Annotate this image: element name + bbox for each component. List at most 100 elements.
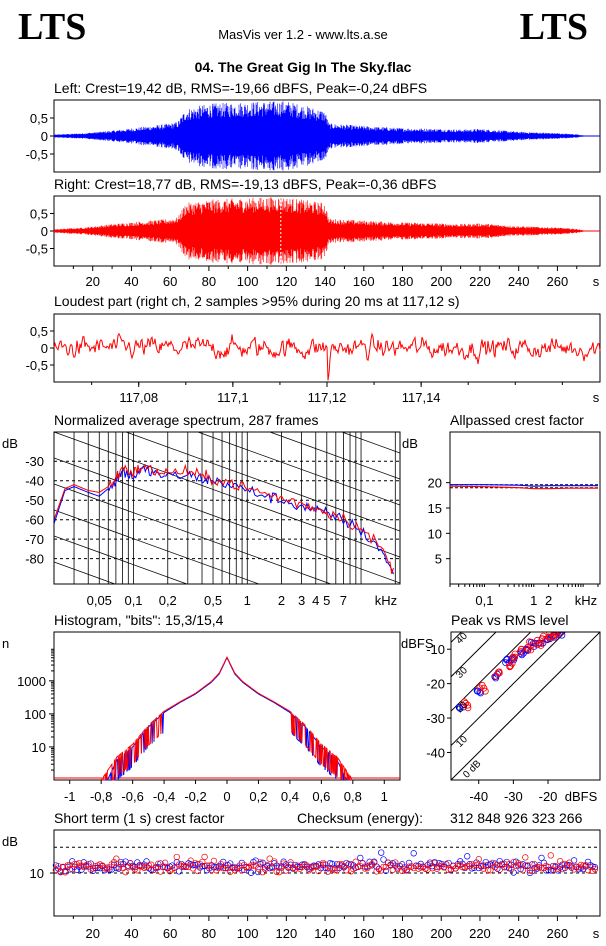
crest-point-left	[510, 869, 517, 876]
crest-point-right	[556, 858, 564, 865]
right-ytick-label: 0	[41, 224, 48, 239]
crest-ytick-label: 10	[30, 866, 44, 881]
peak-rms-point-right	[511, 653, 519, 661]
crest-point-left	[357, 854, 364, 862]
crest-point-right	[273, 868, 280, 875]
spectrum-xtick-label: 4	[312, 593, 319, 608]
crest-point-right	[584, 866, 592, 874]
crest-point-right	[566, 859, 573, 866]
peak-rms-point-right	[527, 642, 535, 650]
crest-point-right	[266, 855, 273, 862]
crest-point-right	[470, 862, 478, 869]
histogram-xtick-label: 0	[223, 789, 230, 804]
crest-point-right	[238, 867, 245, 874]
allpass-ytick-label: 5	[435, 552, 442, 567]
peak-rms-diagonal-label: 0 dB	[461, 758, 484, 781]
crest-point-right	[254, 865, 262, 872]
histogram-ylabel: n	[2, 636, 9, 651]
crest-point-right	[424, 866, 431, 873]
checksum-label: Checksum (energy):	[297, 810, 424, 826]
peak-rms-diagonal-label: 10	[454, 734, 470, 750]
spectrum-xtick-label: 3	[298, 593, 305, 608]
histogram-title: Histogram, "bits": 15,3/15,4	[54, 612, 224, 628]
loudest-xtick-label: 117,08	[119, 390, 158, 405]
right-xtick-label: 200	[430, 274, 452, 289]
crest-point-right	[194, 867, 201, 875]
histogram-ytick-label: 10	[32, 740, 46, 755]
crest-xtick-label: 80	[202, 926, 216, 941]
crest-point-left	[319, 861, 327, 868]
spectrum-frame	[53, 431, 401, 585]
peak-rms-point-right	[557, 632, 564, 636]
peak-rms-diagonal	[451, 632, 463, 643]
crest-point-right	[62, 869, 69, 876]
spectrum-slope-line	[54, 302, 400, 427]
allpass-frame	[449, 431, 601, 585]
peak-rms-point-right	[506, 663, 514, 671]
crest-point-right	[275, 868, 283, 876]
allpass-series-left	[450, 484, 598, 487]
spectrum-xtick-label: 2	[278, 593, 285, 608]
crest-point-right	[299, 863, 306, 871]
peak-rms-ylabel: dBFS	[401, 636, 434, 651]
allpass-ytick-label: 10	[428, 526, 442, 541]
crest-xtick-label: s	[593, 926, 600, 941]
peak-rms-point-left	[460, 703, 468, 711]
allpass-series-right	[449, 485, 598, 490]
histogram-xtick-label: -0,2	[184, 789, 206, 804]
histogram-xtick-label: 0,2	[249, 789, 267, 804]
crest-point-right	[405, 863, 413, 870]
peak-rms-point-left	[455, 704, 463, 711]
crest-point-right	[122, 869, 129, 876]
peak-rms-ytick-label: -20	[426, 677, 445, 692]
crest-point-left	[584, 858, 592, 866]
spectrum-ytick-label: -50	[25, 493, 44, 508]
histogram-frame	[53, 631, 401, 781]
peak-rms-point-right	[537, 642, 545, 649]
right-xtick-label: 160	[353, 274, 375, 289]
crest-point-right	[501, 860, 508, 867]
peak-rms-point-right	[538, 635, 546, 643]
histogram-series-right	[100, 656, 353, 781]
crest-point-right	[398, 867, 406, 874]
crest-point-left	[526, 869, 534, 877]
crest-point-right	[475, 856, 482, 863]
spectrum-slope-line	[54, 535, 189, 584]
peak-rms-ytick-label: -40	[426, 745, 445, 760]
crest-point-right	[201, 853, 208, 861]
crest-point-right	[591, 865, 599, 873]
spectrum-unit-label: kHz	[375, 593, 397, 608]
crest-point-right	[361, 865, 369, 872]
left-ytick-label: -0,5	[26, 147, 48, 162]
crest-xtick-label: 60	[163, 926, 177, 941]
crest-point-right	[155, 860, 162, 867]
spectrum-ytick-label: -80	[25, 552, 44, 567]
right-xtick-label: 60	[163, 274, 177, 289]
crest-point-right	[129, 864, 136, 871]
crest-point-left	[199, 863, 206, 870]
crest-point-right	[447, 866, 455, 873]
crest-point-right	[429, 865, 436, 872]
peak-rms-diagonal	[451, 632, 567, 746]
right-xtick-label: 120	[275, 274, 297, 289]
peak-rms-xtick-label: -40	[469, 789, 488, 804]
crest-point-left	[464, 853, 471, 860]
loudest-trace	[53, 332, 601, 381]
crest-point-right	[580, 862, 587, 869]
spectrum-plot-area	[54, 302, 400, 584]
crest-point-right	[452, 865, 459, 872]
crest-point-left	[378, 849, 385, 856]
peak-rms-point-right	[480, 684, 488, 692]
crest-point-right	[333, 867, 341, 874]
crest-point-right	[173, 853, 180, 861]
logo-left: LTS	[18, 6, 87, 48]
peak-rms-xtick-label: -20	[539, 789, 558, 804]
crest-point-right	[380, 863, 387, 871]
crest-point-right	[152, 863, 159, 871]
right-xtick-label: 260	[547, 274, 569, 289]
peak-rms-xtick-label: -30	[504, 789, 523, 804]
right-ytick-label: 0,5	[30, 207, 48, 222]
spectrum-xtick-label: 5	[323, 593, 330, 608]
loudest-xtick-label: 117,1	[217, 390, 249, 405]
crest-point-right	[392, 859, 399, 866]
